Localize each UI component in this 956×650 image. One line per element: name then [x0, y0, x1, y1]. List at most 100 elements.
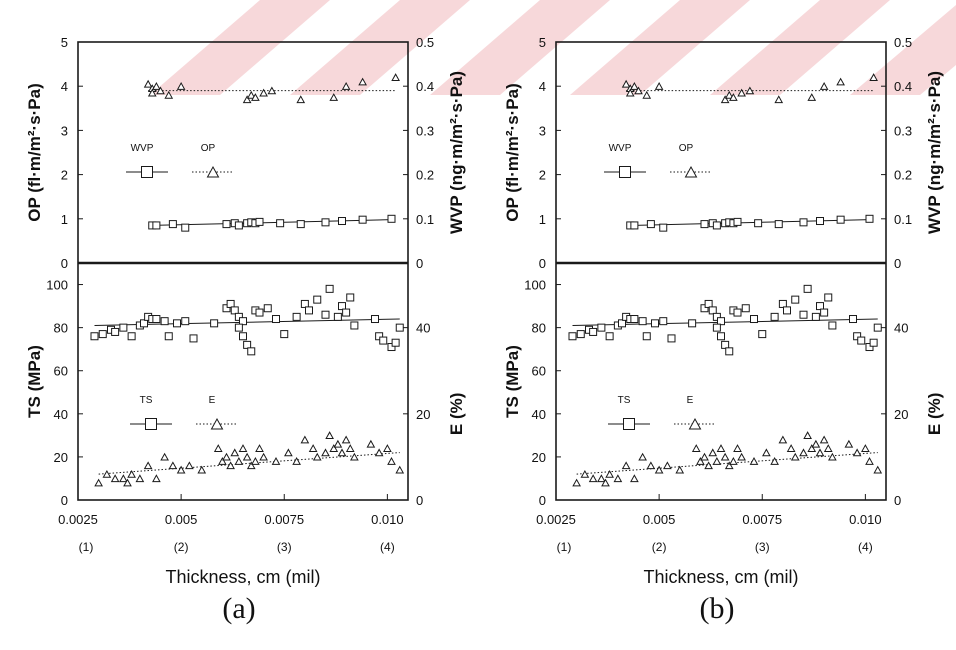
ts-tick-label: 60	[532, 364, 546, 379]
x-mil-tick-label: (3)	[277, 540, 292, 554]
data-point-triangle	[135, 474, 145, 483]
data-point-square	[391, 338, 400, 347]
op-tick-label: 1	[539, 212, 546, 227]
data-point-triangle	[625, 88, 635, 97]
fit-line-wvp	[630, 219, 870, 226]
data-point-square	[387, 343, 396, 352]
data-point-triangle	[852, 448, 862, 457]
data-point-triangle	[160, 452, 169, 461]
data-point-square	[568, 332, 577, 341]
data-point-triangle	[206, 166, 220, 178]
data-point-square	[243, 340, 252, 349]
data-point-triangle	[246, 90, 256, 99]
data-point-triangle	[572, 478, 581, 487]
data-point-triangle	[284, 448, 293, 457]
data-point-square	[754, 219, 763, 228]
x-mil-tick-label: (1)	[79, 540, 94, 554]
data-point-square	[239, 332, 247, 341]
data-point-triangle	[156, 86, 165, 95]
wvp-tick-label: 0.4	[894, 79, 912, 94]
data-point-triangle	[638, 452, 647, 461]
data-point-square	[700, 220, 709, 229]
data-point-triangle	[807, 444, 817, 452]
data-point-square	[226, 299, 235, 308]
data-point-square	[140, 319, 148, 328]
data-point-triangle	[630, 82, 639, 90]
data-point-triangle	[102, 469, 112, 478]
data-point-square	[321, 218, 330, 227]
data-point-square	[774, 220, 783, 229]
data-point-square	[770, 312, 779, 321]
data-point-square	[704, 299, 713, 308]
ts-tick-label: 60	[54, 364, 68, 379]
data-point-triangle	[737, 88, 746, 97]
op-tick-label: 3	[61, 123, 68, 138]
wvp-axis-title: WVP (ng·m/m²·s·Pa)	[925, 71, 944, 234]
ts-tick-label: 40	[532, 407, 546, 422]
data-point-triangle	[688, 418, 702, 430]
data-point-triangle	[383, 444, 392, 452]
data-point-square	[791, 295, 800, 304]
data-point-triangle	[210, 418, 224, 430]
figure-panel-b: 0 1 2 3 4 5 0 0.1 0.2 0.3 0.4 0.5 0 20 40 60 80 100 0 20 40 0…	[478, 0, 956, 650]
e-tick-label: 20	[894, 407, 908, 422]
wvp-tick-label: 0.2	[894, 168, 912, 183]
op-tick-label: 2	[61, 168, 68, 183]
panel-label-a: (a)	[222, 592, 256, 625]
x-mil-tick-label: (2)	[652, 540, 667, 554]
data-point-triangle	[358, 77, 367, 86]
op-tick-label: 4	[539, 79, 546, 94]
data-point-square	[263, 304, 272, 313]
wvp-tick-label: 0.5	[416, 35, 434, 50]
data-point-square	[811, 312, 820, 321]
data-point-square	[141, 166, 153, 178]
data-point-square	[618, 319, 626, 328]
data-point-square	[725, 347, 734, 356]
data-point-square	[638, 317, 647, 326]
data-point-triangle	[621, 79, 631, 88]
data-point-square	[717, 332, 725, 341]
data-point-triangle	[395, 465, 405, 474]
e-axis-title: E (%)	[925, 393, 944, 436]
data-point-triangle	[242, 95, 252, 104]
chart-b: 0 1 2 3 4 5 0 0.1 0.2 0.3 0.4 0.5 0 20 40 60 80 100 0 20 40 0…	[503, 35, 944, 587]
data-point-triangle	[720, 452, 730, 461]
data-point-triangle	[630, 474, 639, 483]
wvp-tick-label: 0.3	[894, 123, 912, 138]
wvp-tick-label: 0.1	[894, 212, 912, 227]
data-point-triangle	[729, 93, 738, 101]
data-point-square	[338, 302, 346, 311]
data-point-triangle	[724, 90, 734, 99]
data-point-square	[849, 315, 857, 324]
data-point-square	[342, 308, 351, 317]
data-point-triangle	[325, 431, 334, 440]
data-point-triangle	[704, 461, 713, 470]
data-point-square	[741, 304, 750, 313]
data-point-triangle	[691, 444, 701, 452]
data-point-triangle	[642, 90, 652, 99]
data-point-triangle	[749, 457, 759, 465]
data-point-square	[799, 218, 808, 227]
data-point-square	[90, 332, 99, 341]
data-point-triangle	[778, 435, 788, 444]
data-point-triangle	[823, 444, 833, 452]
data-point-triangle	[613, 474, 623, 483]
data-point-square	[280, 330, 289, 339]
ts-tick-label: 40	[54, 407, 68, 422]
x-tick-label: 0.005	[165, 512, 198, 527]
panel-label-b: (b)	[699, 592, 735, 625]
ts-tick-label: 80	[532, 321, 546, 336]
x-mil-tick-label: (3)	[755, 540, 770, 554]
data-point-square	[313, 295, 322, 304]
data-point-square	[111, 327, 120, 336]
data-point-square	[646, 220, 655, 229]
op-tick-label: 4	[61, 79, 68, 94]
e-tick-label: 40	[416, 321, 430, 336]
data-point-square	[853, 332, 862, 341]
data-point-square	[659, 223, 668, 232]
data-point-triangle	[391, 73, 400, 82]
data-point-square	[630, 221, 639, 230]
ts-tick-label: 20	[54, 450, 68, 465]
e-axis-title: E (%)	[447, 393, 466, 436]
data-point-square	[234, 221, 243, 230]
